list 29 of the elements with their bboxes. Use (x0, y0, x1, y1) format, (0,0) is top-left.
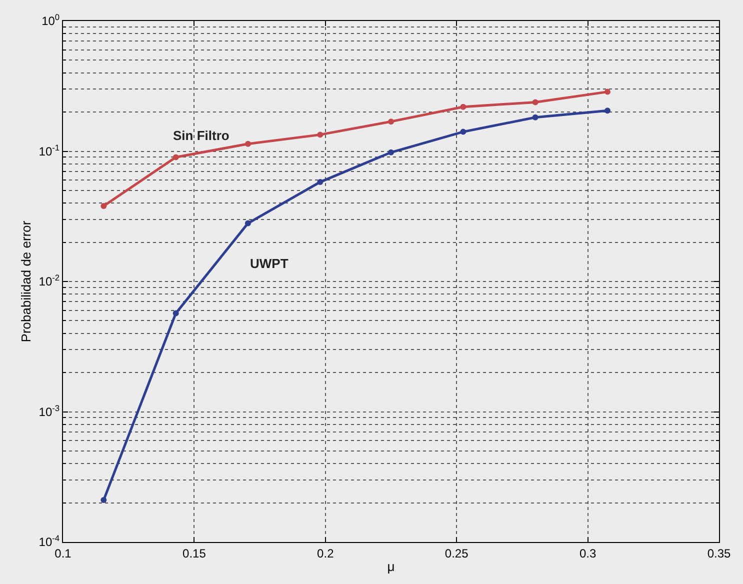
point (317, 179, 324, 186)
point (532, 99, 538, 106)
x-tick-label: 0.25 (444, 546, 469, 560)
series-label: Sin Filtro (173, 128, 230, 143)
point (460, 104, 466, 110)
y-tick-label: 10$^{-1}$ (38, 142, 60, 158)
x-tick-label: 0.3 (579, 546, 596, 560)
x-tick-label: 0.15 (182, 546, 206, 560)
point (100, 202, 107, 209)
point (244, 140, 251, 147)
point (604, 108, 610, 114)
point (388, 149, 394, 156)
x-tick-label: 0.35 (707, 546, 731, 560)
point (172, 154, 179, 160)
y-tick-label: 10$^{0}$ (42, 12, 60, 28)
y-tick-label: 10$^{-2}$ (38, 272, 60, 289)
point (244, 220, 251, 226)
point (460, 128, 466, 135)
point (317, 132, 324, 138)
point (172, 310, 179, 316)
x-tick-label: 0.2 (317, 546, 334, 560)
point (604, 88, 610, 95)
y-axis-title: Probabilidad de error (18, 220, 34, 342)
x-axis-title: μ (387, 559, 395, 574)
point (532, 114, 538, 120)
point (100, 497, 107, 504)
y-tick-label: 10$^{-3}$ (38, 402, 60, 419)
point (388, 118, 394, 125)
series-label: UWPT (250, 256, 288, 271)
